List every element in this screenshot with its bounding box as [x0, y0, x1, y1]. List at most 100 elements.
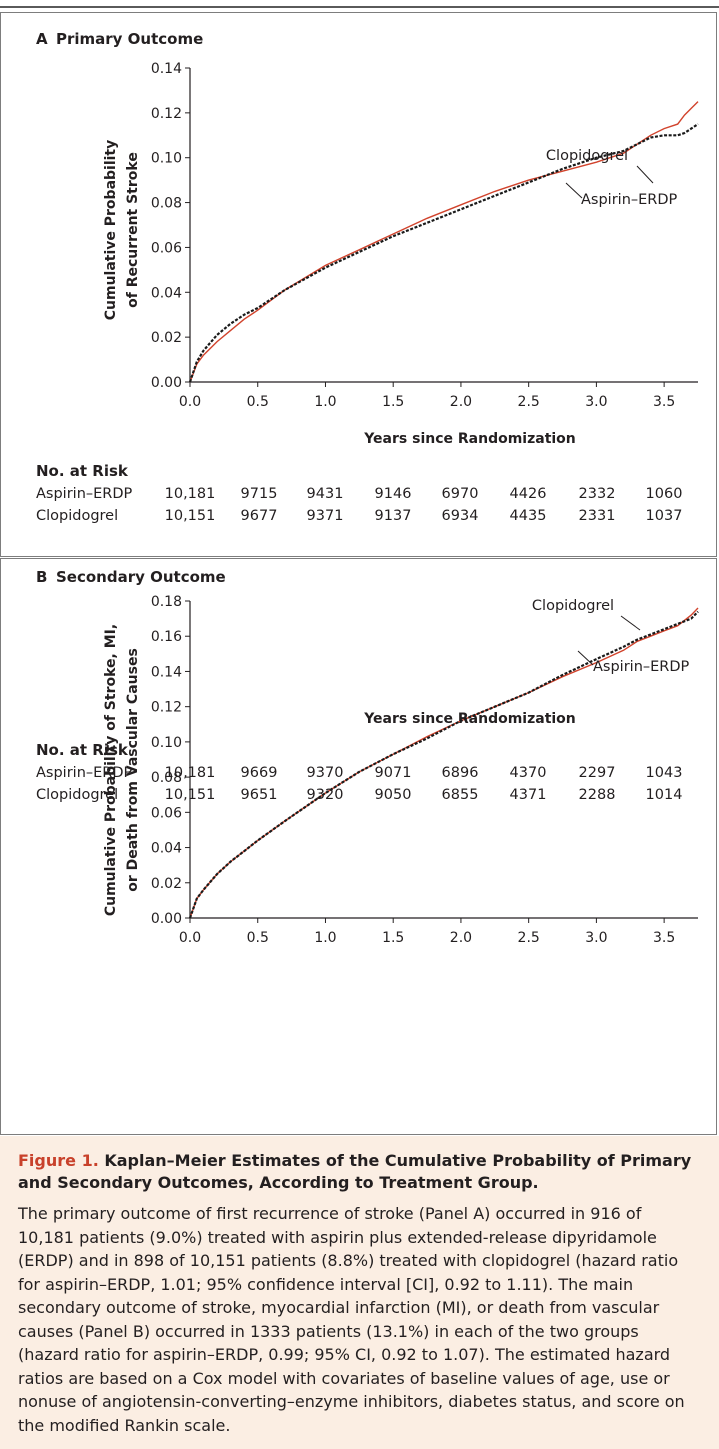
x-tick-label: 1.0: [314, 394, 336, 410]
x-tick-label: 1.5: [382, 394, 404, 410]
risk-table-heading: No. at Risk: [36, 462, 129, 480]
risk-cell: 9715: [241, 486, 278, 502]
x-tick-label: 1.0: [314, 930, 336, 946]
y-tick-label: 0.08: [151, 196, 182, 212]
panel-title: Secondary Outcome: [56, 568, 226, 586]
risk-cell: 9677: [241, 508, 278, 524]
y-axis-label: Cumulative Probability: [103, 140, 119, 321]
risk-row-label: Clopidogrel: [36, 508, 118, 524]
top-rule: [0, 6, 719, 8]
series-line-aspirin-erdp: [189, 607, 699, 919]
risk-cell: 9050: [375, 787, 412, 803]
x-tick-label: 3.0: [585, 394, 607, 410]
risk-cell: 6934: [442, 508, 479, 524]
risk-cell: 1037: [646, 508, 683, 524]
y-tick-label: 0.14: [151, 61, 182, 77]
x-axis-label: Years since Randomization: [363, 711, 576, 727]
y-tick-label: 0.10: [151, 151, 182, 167]
risk-cell: 1014: [646, 787, 683, 803]
x-tick-label: 2.5: [518, 394, 540, 410]
risk-cell: 9146: [375, 486, 412, 502]
panel-letter: B: [36, 568, 47, 586]
panel-a-chart: A Primary Outcome 0.00 0.02 0.04 0.06 0.08 0.10…: [36, 30, 699, 524]
y-axis-label: or Death from Vascular Causes: [125, 648, 141, 892]
risk-cell: 4371: [510, 787, 547, 803]
risk-row-label: Aspirin–ERDP: [36, 765, 133, 781]
y-tick-label: 0.06: [151, 240, 182, 256]
y-tick-label: 0.04: [151, 841, 182, 857]
risk-cell: 6970: [442, 486, 479, 502]
risk-cell: 2288: [579, 787, 616, 803]
y-tick-label: 0.12: [151, 700, 182, 716]
x-tick-label: 3.0: [585, 930, 607, 946]
y-tick-label: 0.18: [151, 594, 182, 610]
y-tick-label: 0.02: [151, 330, 182, 346]
risk-cell: 2297: [579, 765, 616, 781]
risk-cell: 6896: [442, 765, 479, 781]
y-tick-label: 0.06: [151, 805, 182, 821]
risk-cell: 6855: [442, 787, 479, 803]
y-tick-label: 0.10: [151, 735, 182, 751]
y-tick-label: 0.08: [151, 770, 182, 786]
risk-cell: 2332: [579, 486, 616, 502]
x-tick-label: 0.0: [179, 930, 201, 946]
x-tick-label: 2.0: [450, 930, 472, 946]
x-tick-label: 1.5: [382, 930, 404, 946]
x-tick-label: 0.5: [247, 394, 269, 410]
risk-row-label: Clopidogrel: [36, 787, 118, 803]
annotation-leader-line: [636, 165, 654, 184]
y-tick-label: 0.16: [151, 629, 182, 645]
risk-cell: 9370: [307, 765, 344, 781]
y-tick-label: 0.00: [151, 911, 182, 927]
x-axis-label: Years since Randomization: [363, 431, 576, 447]
y-tick-label: 0.12: [151, 106, 182, 122]
y-tick-label: 0.02: [151, 876, 182, 892]
panel-title: Primary Outcome: [56, 30, 203, 48]
panel-b-frame: [0, 558, 717, 1135]
x-tick-label: 3.5: [653, 930, 675, 946]
risk-row-label: Aspirin–ERDP: [36, 486, 133, 502]
series-annotation-label: Clopidogrel: [532, 598, 614, 614]
risk-cell: 1043: [646, 765, 683, 781]
series-line-clopidogrel: [188, 123, 699, 383]
risk-cell: 9320: [307, 787, 344, 803]
risk-cell: 9651: [241, 787, 278, 803]
risk-table-heading: No. at Risk: [36, 741, 129, 759]
series-annotation-label: Clopidogrel: [546, 148, 628, 164]
risk-cell: 1060: [646, 486, 683, 502]
risk-cell: 10,151: [165, 787, 216, 803]
risk-cell: 10,151: [165, 508, 216, 524]
x-tick-label: 0.5: [247, 930, 269, 946]
panel-b-chart: B Secondary Outcome 0.00 0.02 0.04 0.06 0.08 0.…: [36, 568, 699, 946]
risk-cell: 4370: [510, 765, 547, 781]
y-axis-label: of Recurrent Stroke: [125, 152, 141, 308]
risk-cell: 9431: [307, 486, 344, 502]
figure-caption: Figure 1. Kaplan–Meier Estimates of the …: [0, 1136, 719, 1449]
x-tick-label: 3.5: [653, 394, 675, 410]
series-line-aspirin-erdp: [189, 101, 699, 383]
risk-cell: 9371: [307, 508, 344, 524]
panel-a-frame: [0, 12, 717, 557]
x-tick-label: 2.5: [518, 930, 540, 946]
x-tick-label: 2.0: [450, 394, 472, 410]
y-tick-label: 0.14: [151, 664, 182, 680]
panel-letter: A: [36, 30, 48, 48]
annotation-leader-line: [577, 650, 594, 666]
risk-cell: 2331: [579, 508, 616, 524]
series-annotation-label: Aspirin–ERDP: [593, 659, 690, 675]
y-tick-label: 0.04: [151, 285, 182, 301]
annotation-leader-line: [565, 182, 583, 199]
risk-cell: 10,181: [165, 486, 216, 502]
risk-cell: 4435: [510, 508, 547, 524]
x-tick-label: 0.0: [179, 394, 201, 410]
risk-cell: 9137: [375, 508, 412, 524]
risk-cell: 9669: [241, 765, 278, 781]
y-axis-label: Cumulative Probability of Stroke, MI,: [103, 624, 119, 916]
series-line-clopidogrel: [188, 610, 699, 919]
risk-cell: 9071: [375, 765, 412, 781]
figure-number: Figure 1.: [18, 1151, 99, 1170]
risk-cell: 10,181: [165, 765, 216, 781]
caption-title-text: Kaplan–Meier Estimates of the Cumulative…: [18, 1151, 692, 1192]
annotation-leader-line: [620, 615, 641, 631]
y-tick-label: 0.00: [151, 375, 182, 391]
